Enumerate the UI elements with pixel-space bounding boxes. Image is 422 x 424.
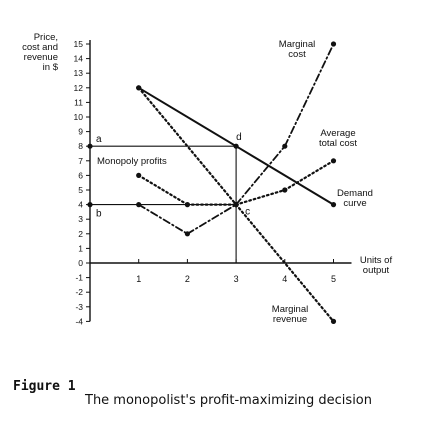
average-total-cost-point [136,172,142,178]
point-b-marker [87,202,93,208]
y-tick-label: -4 [75,316,83,326]
demand-curve-segment [137,86,238,148]
y-tick-label: 7 [78,156,83,166]
y-tick-label: 15 [74,39,84,49]
marginal-revenue-point [330,318,337,324]
y-tick-label: 5 [78,185,83,195]
y-tick-label: 12 [74,83,84,93]
marginal-revenue-segment [235,203,335,323]
y-tick-label: -2 [75,287,83,297]
marginal-revenue-series [136,85,337,324]
marginal-cost-point [282,143,288,149]
average-total-cost-point [282,187,288,193]
y-axis-label: Price, cost and revenue in $ [22,32,59,73]
figure-caption: The monopolist's profit-maximizing decis… [85,393,372,408]
average-total-cost-label: Average total cost [319,128,357,149]
point-a-marker [87,143,93,149]
y-tick-label: -3 [75,302,83,312]
x-tick-label: 3 [234,274,239,284]
y-tick-label: 0 [78,258,83,268]
demand-curve-segment [235,145,335,206]
point-d-label: d [236,132,242,143]
marginal-cost-point [184,231,190,237]
point-b-label: b [96,209,102,220]
marginal-revenue-label: Marginal revenue [272,304,308,325]
demand-curve-point [330,202,337,208]
y-tick-label: 9 [78,127,83,137]
y-tick-label: 14 [74,54,84,64]
y-tick-label: 2 [78,229,83,239]
y-tick-label: 13 [74,68,84,78]
y-tick-label: -1 [75,273,83,283]
average-total-cost-point [184,202,190,208]
marginal-cost-segment [283,43,335,148]
monopoly-profits-label: Monopoly profits [97,156,167,167]
chart-labels: Marginal cost Average total cost Demand curve… [96,39,373,325]
series-lines [136,41,337,324]
marginal-cost-label: Marginal cost [279,39,315,60]
y-tick-label: 8 [78,141,83,151]
average-total-cost-series [136,158,337,208]
x-tick-label: 1 [136,274,141,284]
average-total-cost-segment [137,174,189,206]
marginal-revenue-point [233,202,239,208]
marginal-cost-segment [235,145,286,206]
marginal-cost-point [330,41,337,47]
point-c-label: c [245,207,250,218]
demand-curve-point [233,143,239,149]
x-axis-label: Units of output [360,255,393,276]
y-tick-label: 3 [78,214,83,224]
x-tick-label: 5 [331,274,336,284]
average-total-cost-segment [235,188,286,206]
average-total-cost-point [330,158,337,164]
y-tick-label: 11 [74,97,83,107]
average-total-cost-segment [283,159,335,192]
figure-label: Figure 1 [13,379,76,394]
x-tick-label: 2 [185,274,190,284]
marginal-cost-point [136,202,142,208]
y-tick-label: 10 [74,112,84,122]
marginal-cost-segment [186,203,238,235]
marginal-revenue-point [136,85,142,91]
marginal-revenue-segment [137,86,238,206]
y-tick-label: 6 [78,170,83,180]
y-tick-label: 1 [78,243,83,253]
marginal-cost-segment [137,203,189,235]
x-tick-label: 4 [282,274,287,284]
point-a-label: a [96,134,102,145]
demand-curve-label: Demand curve [337,188,373,209]
y-tick-label: 4 [78,200,83,210]
